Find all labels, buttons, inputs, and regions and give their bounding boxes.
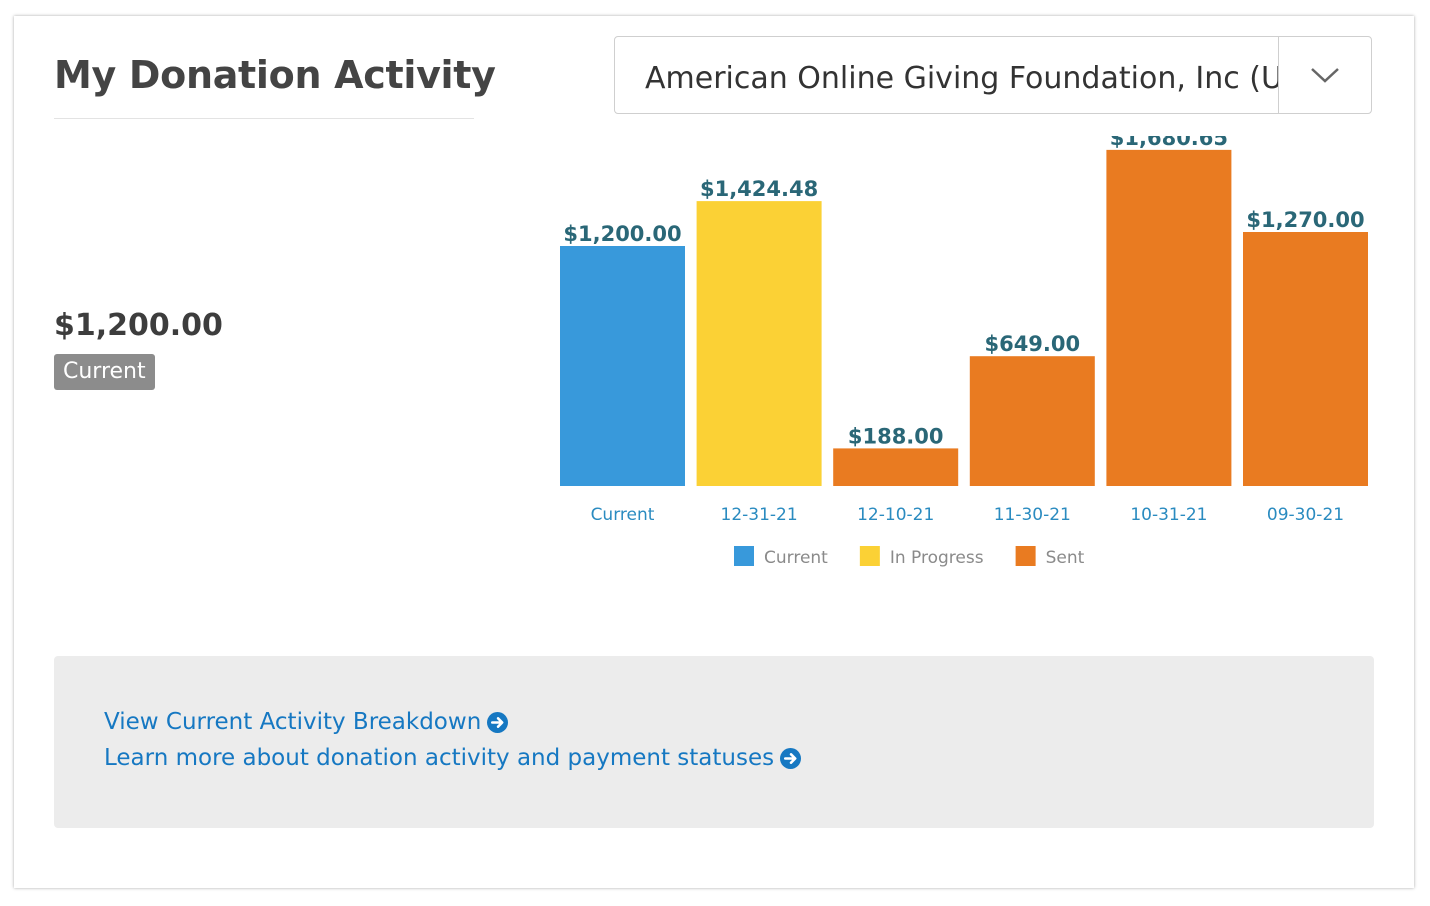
learn-more-link[interactable]: Learn more about donation activity and p…	[104, 742, 802, 774]
legend-swatch	[859, 546, 880, 566]
view-breakdown-link[interactable]: View Current Activity Breakdown	[104, 706, 509, 738]
x-tick-label: 09-30-21	[1267, 505, 1344, 525]
donation-activity-card: My Donation Activity American Online Giv…	[14, 16, 1414, 888]
footer-links-panel: View Current Activity Breakdown Learn mo…	[54, 656, 1374, 828]
bar-value-label: $1,424.48	[700, 177, 818, 201]
status-badge: Current	[54, 354, 155, 390]
bar-value-label: $649.00	[984, 332, 1080, 356]
chart-bar	[696, 201, 822, 486]
dropdown-toggle-button[interactable]	[1278, 37, 1371, 113]
organization-select[interactable]: American Online Giving Foundation, Inc (…	[614, 36, 1372, 114]
donation-bar-chart: $1,200.00 Current $1,424.48 12-31-21 $188.00…	[560, 136, 1368, 568]
chart-bar	[560, 246, 685, 486]
bar-value-label: $1,680.65	[1110, 136, 1228, 150]
legend-label: Current	[764, 548, 828, 568]
title-divider	[54, 118, 474, 119]
bar-value-label: $1,200.00	[563, 222, 681, 246]
learn-more-link-label: Learn more about donation activity and p…	[104, 745, 775, 771]
legend-label: In Progress	[890, 548, 984, 568]
bar-value-label: $188.00	[848, 424, 944, 448]
organization-select-value: American Online Giving Foundation, Inc (…	[645, 61, 1278, 96]
x-tick-label: 12-10-21	[857, 505, 934, 525]
x-tick-label: 11-30-21	[994, 505, 1071, 525]
legend-swatch	[734, 546, 754, 566]
arrow-circle-right-icon	[780, 747, 802, 769]
current-amount: $1,200.00	[54, 308, 223, 343]
chart-bar	[833, 448, 959, 486]
legend-label: Sent	[1046, 548, 1085, 568]
page-title: My Donation Activity	[54, 53, 496, 97]
chart-bar	[1243, 232, 1368, 486]
x-tick-label: 10-31-21	[1130, 505, 1207, 525]
bar-value-label: $1,270.00	[1246, 208, 1364, 232]
x-tick-label: 12-31-21	[721, 505, 798, 525]
arrow-circle-right-icon	[487, 711, 509, 733]
chart-bar	[1106, 149, 1232, 486]
x-tick-label: Current	[591, 505, 655, 525]
view-breakdown-link-label: View Current Activity Breakdown	[104, 709, 482, 735]
chart-bar	[969, 356, 1095, 486]
chevron-down-icon	[1311, 68, 1339, 83]
legend-swatch	[1015, 546, 1036, 566]
